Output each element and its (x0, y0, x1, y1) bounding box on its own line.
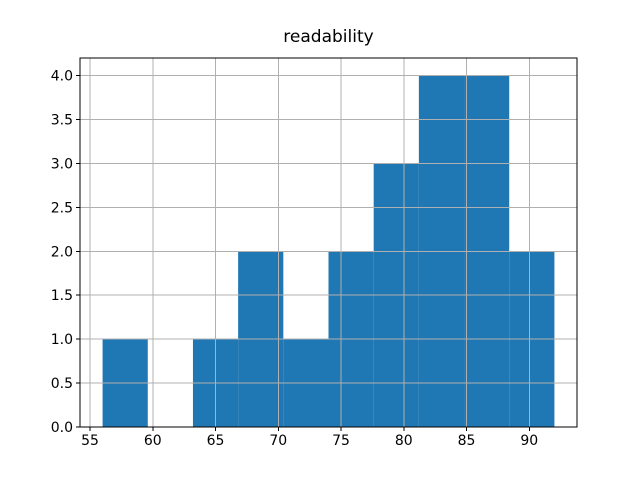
chart-title: readability (283, 27, 374, 47)
y-tick-label: 4.0 (51, 69, 73, 85)
y-tick-label: 1.0 (51, 332, 73, 348)
x-tick-label: 85 (458, 433, 476, 449)
x-tick-label: 70 (269, 433, 287, 449)
y-tick-label: 1.5 (51, 288, 73, 304)
x-tick-label: 75 (332, 433, 350, 449)
y-tick-label: 0.5 (51, 376, 73, 392)
y-tick-label: 2.0 (51, 244, 73, 260)
axes-frame (79, 57, 578, 428)
x-tick-label: 90 (520, 433, 538, 449)
y-tick-label: 3.0 (51, 156, 73, 172)
x-tick-label: 65 (207, 433, 225, 449)
x-tick-label: 55 (81, 433, 99, 449)
y-tick-label: 0.0 (51, 420, 73, 436)
x-tick-label: 60 (144, 433, 162, 449)
y-tick-label: 3.5 (51, 113, 73, 129)
x-tick-label: 80 (395, 433, 413, 449)
y-tick-label: 2.5 (51, 200, 73, 216)
